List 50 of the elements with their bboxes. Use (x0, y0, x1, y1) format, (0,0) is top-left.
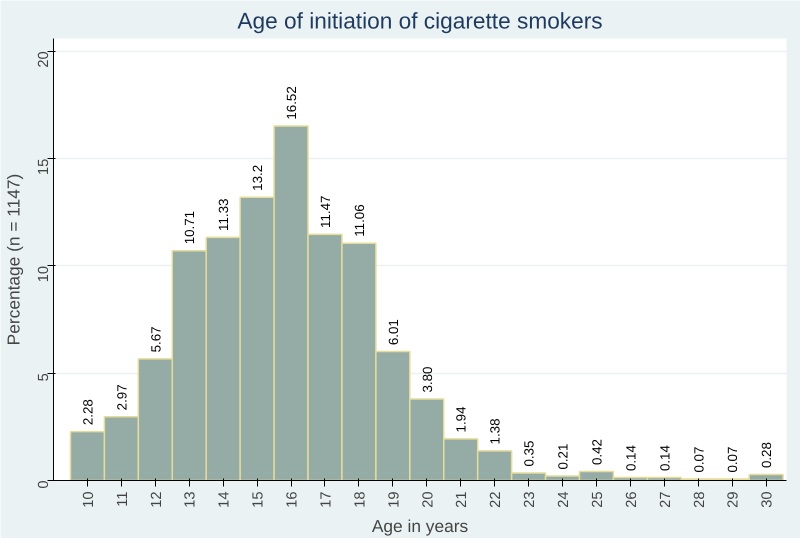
data-label: 0.21 (556, 444, 571, 470)
x-tick-label: 18 (352, 491, 368, 508)
data-label: 3.80 (420, 366, 435, 393)
x-tick-label: 19 (386, 491, 402, 508)
data-label: 0.42 (589, 439, 604, 466)
x-tick-label: 12 (148, 491, 165, 508)
data-label: 5.67 (148, 326, 164, 352)
data-label: 1.38 (488, 418, 503, 444)
x-tick-label: 20 (420, 491, 436, 508)
x-tick-label: 11 (114, 491, 131, 507)
x-tick-label: 13 (182, 491, 199, 508)
x-tick-label: 16 (284, 491, 301, 508)
y-tick-label: 15 (36, 158, 52, 175)
y-tick-label: 10 (36, 266, 52, 282)
x-axis-title: Age in years (372, 516, 468, 536)
x-tick-label: 23 (522, 491, 538, 508)
data-label: 0.35 (522, 440, 537, 467)
data-label: 2.97 (114, 384, 130, 410)
x-tick-label: 17 (318, 491, 334, 508)
x-tick-label: 30 (760, 491, 776, 508)
y-axis-title: Percentage (n = 1147) (4, 174, 24, 346)
data-label: 6.01 (386, 319, 401, 346)
data-label: 11.47 (318, 196, 333, 228)
y-tick-label: 20 (36, 51, 52, 68)
data-label: 11.33 (216, 198, 232, 231)
data-label: 0.07 (725, 446, 740, 473)
data-label: 1.94 (454, 406, 469, 432)
x-tick-label: 15 (250, 491, 267, 508)
x-tick-label: 29 (726, 491, 742, 508)
x-tick-label: 10 (80, 491, 97, 508)
data-label: 11.06 (352, 204, 367, 237)
x-tick-label: 26 (624, 491, 640, 508)
y-tick-label: 5 (36, 373, 52, 382)
data-label: 0.28 (759, 442, 774, 468)
data-label: 0.07 (691, 446, 706, 473)
data-label: 10.71 (182, 210, 198, 244)
x-tick-label: 21 (454, 491, 470, 508)
data-label: 13.2 (250, 164, 266, 191)
x-tick-label: 28 (692, 491, 708, 508)
x-tick-label: 27 (658, 491, 674, 508)
data-label: 2.28 (80, 399, 96, 426)
data-label: 0.14 (657, 444, 672, 472)
x-tick-label: 22 (488, 491, 504, 508)
x-tick-label: 25 (590, 491, 606, 508)
y-tick-label: 0 (36, 480, 52, 489)
x-tick-label: 24 (556, 491, 572, 508)
data-label: 0.14 (623, 444, 638, 472)
data-label: 16.52 (284, 86, 300, 120)
chart-title: Age of initiation of cigarette smokers (237, 8, 603, 34)
x-tick-label: 14 (216, 491, 233, 508)
